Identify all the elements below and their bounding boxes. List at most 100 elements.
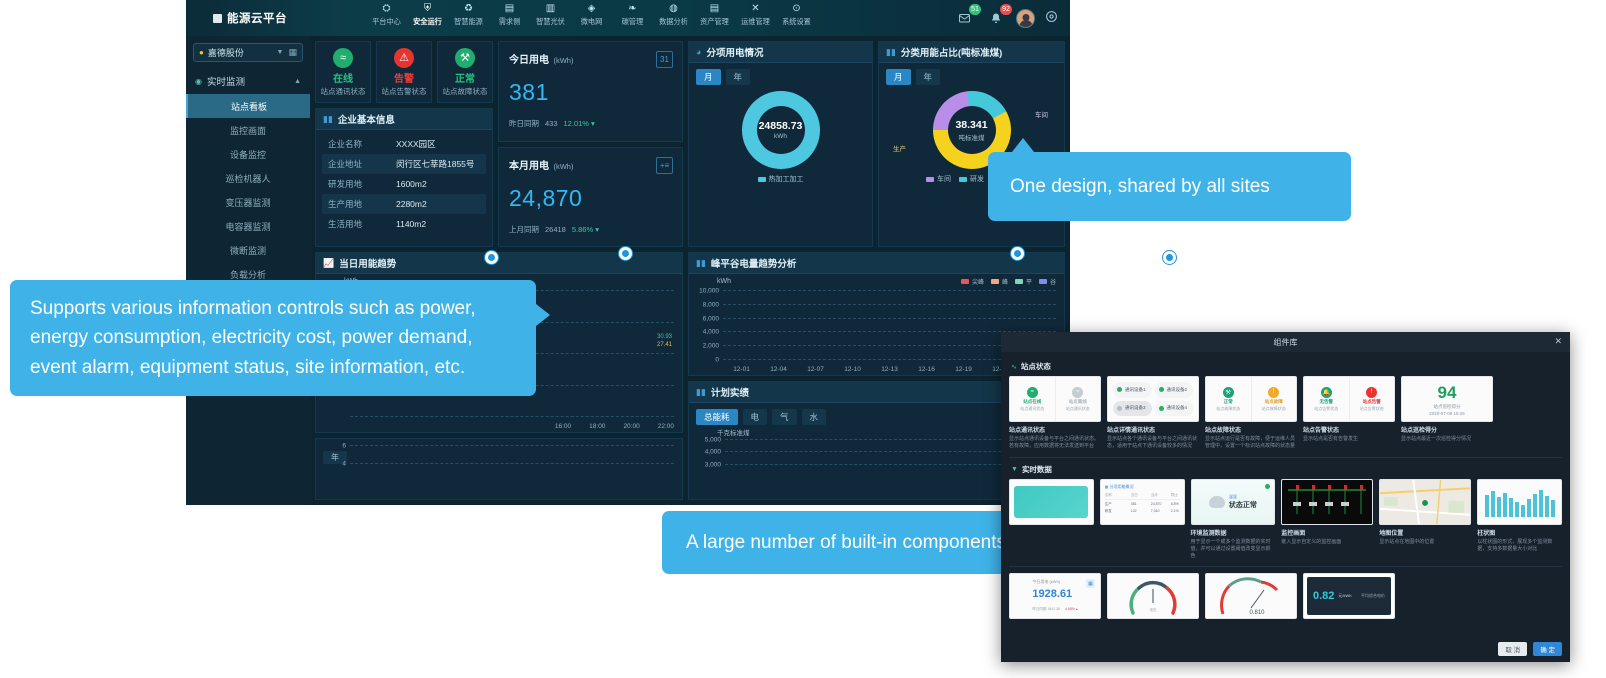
mini-label: 站点故障 xyxy=(1264,398,1283,404)
tab-year[interactable]: 年 xyxy=(725,69,751,85)
tools-icon: ✕ xyxy=(751,3,760,14)
nav-item-7[interactable]: ◍ 数据分析 xyxy=(653,3,694,27)
nav-item-8[interactable]: ▤ 资产管理 xyxy=(694,3,735,27)
component-card[interactable]: 🔔 无告警 站点告警状态 ! 站点告警 站点告警状态 站点告警状态 显示站点是否… xyxy=(1303,376,1395,451)
plan-tab-总能耗[interactable]: 总能耗 xyxy=(696,409,738,425)
grid-view-icon[interactable]: ▦ xyxy=(288,47,297,57)
component-card[interactable]: 温湿 状态正常 环境监测数据 用于显示一个或多个监测数据的实时值，并可以通过设置… xyxy=(1190,478,1276,561)
nav-item-0[interactable]: ⛭ 平台中心 xyxy=(366,3,407,27)
info-row: 企业地址 闵行区七莘路1855号 xyxy=(322,154,486,174)
legend-item: 峰 xyxy=(990,277,1008,286)
component-card[interactable]: 电压 xyxy=(1107,573,1199,620)
gridline: 6 xyxy=(342,443,674,450)
component-thumb xyxy=(1009,478,1094,525)
component-name: 站点故障状态 xyxy=(1205,428,1242,434)
tab-month[interactable]: 月 xyxy=(886,69,911,85)
calendar-31-icon[interactable]: 31 xyxy=(656,51,673,68)
ok-button[interactable]: 确 定 xyxy=(1533,642,1562,656)
nav-item-label: 智慧光伏 xyxy=(536,17,565,26)
hotspot-marker-design[interactable] xyxy=(1163,251,1176,264)
y-tick-label: 2,000 xyxy=(702,342,719,350)
hotspot-marker-left[interactable] xyxy=(485,251,498,264)
gauge-dial-icon: 0.810 xyxy=(1220,577,1279,616)
chart-icon: ▦ xyxy=(1086,579,1095,589)
status-card-2[interactable]: ⚒ 正常 站点故障状态 xyxy=(437,41,493,103)
avatar[interactable] xyxy=(1016,8,1035,28)
component-card[interactable]: ▦ 分项用能概况 名称 当日 当月 同比 生产 381 24,870 5.8% 研发 122 7… xyxy=(1099,478,1185,561)
calendar-month-icon[interactable]: +≡ xyxy=(656,156,673,174)
component-card[interactable]: 0.810 xyxy=(1205,573,1297,620)
sidebar-item-5[interactable]: 电容器监测 xyxy=(225,221,271,232)
component-card[interactable]: ⚒ 正常 站点故障状态 ! 站点故障 站点故障状态 站点故障状态 显示站点运行是… xyxy=(1205,376,1297,451)
close-icon[interactable]: ✕ xyxy=(1554,336,1562,346)
nav-item-9[interactable]: ✕ 运维管理 xyxy=(735,3,776,27)
sidebar-item-0[interactable]: 站点看板 xyxy=(186,94,310,118)
kpi-month-value: 24,870 xyxy=(509,184,583,211)
plan-tab-气[interactable]: 气 xyxy=(772,409,797,425)
mini-label: 站点离线 xyxy=(1068,398,1087,404)
hotspot-marker-peak[interactable] xyxy=(1011,247,1024,260)
component-card[interactable] xyxy=(1009,478,1094,561)
sidebar-item-1[interactable]: 监控画面 xyxy=(229,125,266,136)
status-caption: 站点通讯状态 xyxy=(320,86,366,96)
sidebar-item-7[interactable]: 负载分析 xyxy=(229,269,266,280)
notification-button[interactable]: 92 xyxy=(985,3,1012,29)
sidebar-group-realtime[interactable]: ◉ 实时监测 ▲ xyxy=(186,68,310,94)
mini-label: 站点告警 xyxy=(1362,398,1381,404)
nav-item-6[interactable]: ❧ 碳管理 xyxy=(612,3,653,27)
sidebar-item-4[interactable]: 变压器监测 xyxy=(225,197,271,208)
nav-item-2[interactable]: ♻ 智慧能源 xyxy=(448,3,489,27)
nav-item-label: 智慧能源 xyxy=(454,17,483,26)
kpi-month-header: 本月用电 (kWh) xyxy=(509,156,672,174)
category-donut-unit: 吨标准煤 xyxy=(958,134,985,142)
status-card-1[interactable]: ⚠ 告警 站点告警状态 xyxy=(376,41,432,103)
main-nav: ⛭ 平台中心 ⛨ 安全运行 ♻ 智慧能源 ▤ 需求侧 ▥ 智慧光伏 ◈ 微电网 ❧ 碳管理 ◍ 数据分析 ▤ 资产… xyxy=(366,0,817,36)
nav-item-5[interactable]: ◈ 微电网 xyxy=(571,3,612,27)
kpi-today-pct: 12.01% ▾ xyxy=(563,119,595,128)
cancel-button[interactable]: 取 消 xyxy=(1498,642,1528,656)
legend-label: 尖峰 xyxy=(971,280,984,286)
sidebar-item-3[interactable]: 巡检机器人 xyxy=(225,173,271,184)
component-card[interactable]: 地图位置 显示站点在地图中的位置 xyxy=(1379,478,1472,561)
subitem-donut: 24858.73 kWh xyxy=(741,91,820,169)
site-selector[interactable]: ● 嘉德股份 ▼ ▦ xyxy=(193,43,303,62)
nav-item-4[interactable]: ▥ 智慧光伏 xyxy=(530,3,571,27)
plan-year-tab[interactable]: 年 xyxy=(323,447,347,465)
gear-icon[interactable] xyxy=(1045,10,1058,26)
component-card[interactable]: ≈ 站点在线 站点通讯状态 ≈ 站点离线 站点通讯状态 站点通讯状态 显示站点通… xyxy=(1009,376,1101,451)
kpi-month-footer: 上月同期 26418 5.86% ▾ xyxy=(509,224,672,235)
nav-item-10[interactable]: ⊙ 系统设置 xyxy=(776,3,817,27)
subitem-donut-wrap: 24858.73 kWh xyxy=(689,85,872,169)
component-card[interactable]: 0.82 元/kWh 平均综合电价 xyxy=(1303,573,1395,620)
plan-tab-水[interactable]: 水 xyxy=(801,409,827,425)
legend-label: 谷 xyxy=(1049,280,1056,286)
kpi-month-title: 本月用电 xyxy=(509,160,549,172)
sidebar-item-6[interactable]: 微断监测 xyxy=(229,245,266,256)
wrench-icon: ⚒ xyxy=(455,47,475,68)
component-card[interactable]: 通讯设备1 通讯设备2 通讯设备3 通讯设备4 站点详情通讯状态 显示站点各个通讯设备… xyxy=(1107,376,1199,451)
component-card[interactable]: 94 站点巡检得分 2020-07-08 15:25 站点巡检得分 显示站点最近… xyxy=(1401,376,1493,451)
status-card-0[interactable]: ≈ 在线 站点通讯状态 xyxy=(315,41,371,103)
mini-tile: ≈ 站点在线 站点通讯状态 xyxy=(1010,377,1056,421)
shield-icon: ⛨ xyxy=(423,3,432,14)
component-desc: 显示站点在地图中的位置 xyxy=(1379,538,1435,545)
component-card[interactable]: 今日用电 (kWh) 1928.61 昨日同期 1842.38 4.68% ▴ … xyxy=(1009,573,1101,620)
plan-tab-电[interactable]: 电 xyxy=(742,409,768,425)
peak-valley-header: ▮▮ 峰平谷电量趋势分析 xyxy=(689,253,1064,274)
pill-label: 通讯设备4 xyxy=(1166,405,1188,411)
nav-item-3[interactable]: ▤ 需求侧 xyxy=(489,3,530,27)
mini-bar xyxy=(1496,496,1501,517)
nav-item-1[interactable]: ⛨ 安全运行 xyxy=(407,3,448,27)
sidebar-item-2[interactable]: 设备监控 xyxy=(229,149,266,160)
tab-year[interactable]: 年 xyxy=(915,69,941,85)
hotspot-marker-trend[interactable] xyxy=(619,247,632,260)
section-divider xyxy=(1009,566,1562,568)
component-card[interactable]: 监控画面 嵌入显示自定义的监控画面 xyxy=(1281,478,1374,561)
x-tick-label: 22:00 xyxy=(657,423,674,430)
leaf-icon: ❧ xyxy=(628,3,637,14)
tab-month[interactable]: 月 xyxy=(696,69,721,85)
mail-button[interactable]: 51 xyxy=(954,3,981,29)
component-card[interactable]: 柱状图 以柱状图的形式，展现多个监测数据，支持多数据量大小对比 xyxy=(1477,478,1562,561)
plan-actual-title: 计划实绩 xyxy=(710,388,749,399)
plan-tab-year[interactable]: 年 xyxy=(323,451,347,464)
